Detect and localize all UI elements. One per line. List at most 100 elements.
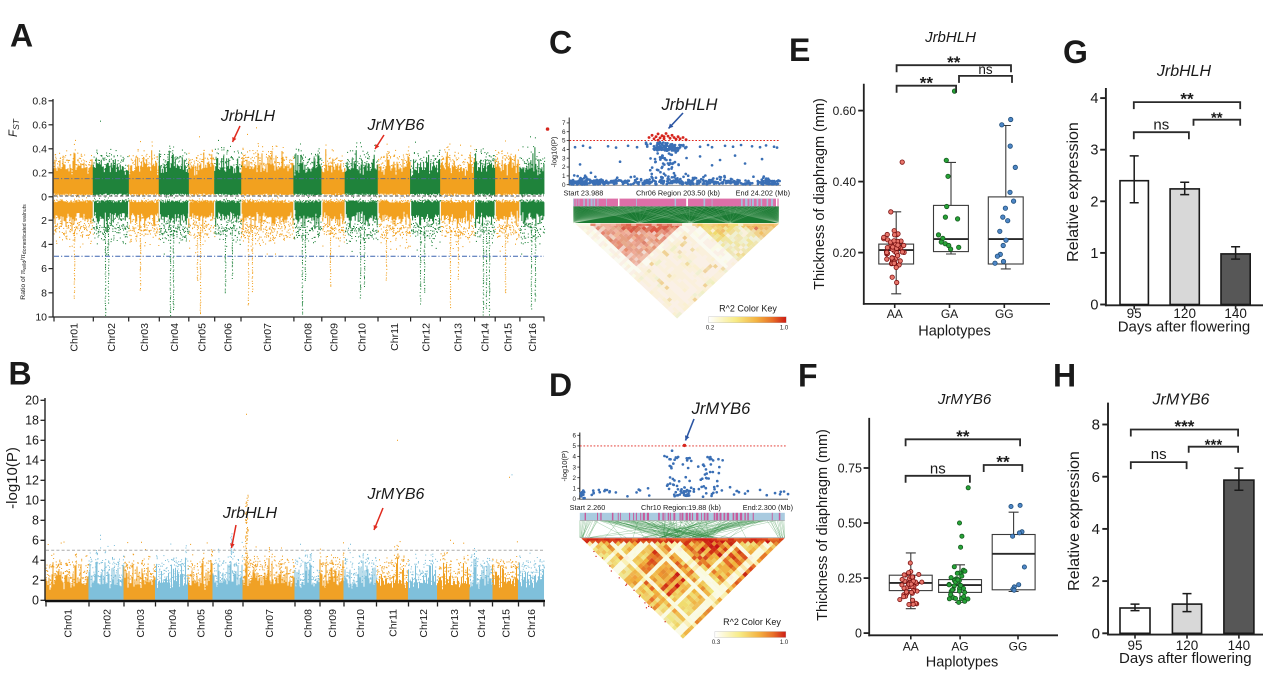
svg-text:Chr04: Chr04 xyxy=(169,323,181,352)
svg-text:H: H xyxy=(1053,358,1076,394)
svg-text:2: 2 xyxy=(572,475,576,482)
svg-text:0.2: 0.2 xyxy=(32,167,47,179)
svg-text:Chr12: Chr12 xyxy=(420,323,432,352)
svg-text:ns: ns xyxy=(1153,116,1169,133)
svg-text:-log10(P): -log10(P) xyxy=(4,447,21,509)
svg-text:Chr02: Chr02 xyxy=(102,609,114,638)
svg-text:120: 120 xyxy=(1176,638,1199,653)
svg-text:Chr01: Chr01 xyxy=(69,323,81,352)
svg-text:0.2: 0.2 xyxy=(706,326,715,332)
svg-text:Chr15: Chr15 xyxy=(502,323,514,352)
svg-text:AA: AA xyxy=(887,307,903,321)
svg-text:**: ** xyxy=(996,453,1010,472)
svg-text:C: C xyxy=(549,25,572,61)
svg-text:Days after flowering: Days after flowering xyxy=(1119,650,1252,667)
svg-text:4: 4 xyxy=(41,239,47,251)
svg-text:R^2 Color Key: R^2 Color Key xyxy=(719,304,777,314)
svg-text:1.0: 1.0 xyxy=(780,640,789,646)
svg-text:Chr05: Chr05 xyxy=(196,609,208,638)
svg-text:Chr11: Chr11 xyxy=(388,609,400,637)
svg-text:Thickness of diaphragm (mm): Thickness of diaphragm (mm) xyxy=(812,98,828,290)
svg-text:120: 120 xyxy=(1173,306,1196,321)
svg-text:0.8: 0.8 xyxy=(32,95,47,107)
svg-text:4: 4 xyxy=(1092,521,1100,538)
svg-text:End 24.202 (Mb): End 24.202 (Mb) xyxy=(736,189,790,198)
svg-text:Chr13: Chr13 xyxy=(449,609,461,638)
svg-text:95: 95 xyxy=(1127,638,1142,653)
svg-text:18: 18 xyxy=(25,414,39,428)
svg-text:Chr03: Chr03 xyxy=(139,323,151,352)
svg-text:Relative expression: Relative expression xyxy=(1066,451,1083,591)
svg-text:0.3: 0.3 xyxy=(712,640,721,646)
svg-text:6: 6 xyxy=(32,534,39,548)
svg-text:0: 0 xyxy=(562,182,566,189)
svg-text:JrbHLH: JrbHLH xyxy=(222,505,278,522)
svg-text:***: *** xyxy=(1174,417,1194,436)
svg-text:JrMYB6: JrMYB6 xyxy=(367,486,425,503)
svg-text:**: ** xyxy=(1211,109,1223,126)
svg-text:Start 2.260: Start 2.260 xyxy=(570,503,606,512)
svg-text:5: 5 xyxy=(562,138,566,145)
svg-text:6: 6 xyxy=(1092,469,1100,486)
svg-text:Chr07: Chr07 xyxy=(264,609,276,638)
svg-text:Thickness of diaphragm (mm): Thickness of diaphragm (mm) xyxy=(815,429,831,621)
svg-text:Chr09: Chr09 xyxy=(328,323,340,352)
svg-text:R^2 Color Key: R^2 Color Key xyxy=(723,617,781,627)
svg-text:2: 2 xyxy=(562,164,566,171)
svg-text:Chr04: Chr04 xyxy=(167,609,179,638)
svg-text:140: 140 xyxy=(1224,306,1247,321)
svg-text:0.40: 0.40 xyxy=(833,175,857,189)
svg-text:3: 3 xyxy=(562,155,566,162)
svg-text:Chr10 Region:19.88 (kb): Chr10 Region:19.88 (kb) xyxy=(641,503,721,512)
svg-text:2: 2 xyxy=(1092,573,1100,590)
svg-text:4: 4 xyxy=(562,147,566,154)
svg-text:End:2.300 (Mb): End:2.300 (Mb) xyxy=(743,503,793,512)
svg-text:Days after flowering: Days after flowering xyxy=(1118,319,1251,336)
svg-text:JrMYB6: JrMYB6 xyxy=(1152,392,1210,409)
svg-text:Chr06: Chr06 xyxy=(223,323,235,352)
svg-text:6: 6 xyxy=(41,263,47,275)
svg-text:F: F xyxy=(798,358,818,394)
svg-text:GA: GA xyxy=(941,307,958,321)
svg-text:1: 1 xyxy=(572,486,576,493)
svg-text:Chr14: Chr14 xyxy=(480,323,492,352)
svg-text:Relative expression: Relative expression xyxy=(1065,122,1082,262)
svg-text:0.75: 0.75 xyxy=(838,461,862,475)
svg-text:A: A xyxy=(10,18,33,54)
svg-text:JrbHLH: JrbHLH xyxy=(220,108,276,125)
svg-text:Start 23.988: Start 23.988 xyxy=(564,189,604,198)
svg-text:6: 6 xyxy=(562,129,566,136)
svg-text:10: 10 xyxy=(35,312,47,324)
svg-text:4: 4 xyxy=(32,554,39,568)
svg-text:ns: ns xyxy=(1151,446,1167,463)
svg-text:8: 8 xyxy=(41,287,47,299)
svg-text:GG: GG xyxy=(995,307,1014,321)
svg-text:JrMYB6: JrMYB6 xyxy=(367,117,425,134)
svg-text:Chr01: Chr01 xyxy=(63,609,75,638)
svg-text:**: ** xyxy=(920,73,934,92)
svg-text:7: 7 xyxy=(562,120,566,127)
svg-text:G: G xyxy=(1063,34,1088,70)
svg-text:1.0: 1.0 xyxy=(780,326,789,332)
svg-text:5: 5 xyxy=(572,443,576,450)
svg-text:Chr02: Chr02 xyxy=(106,323,118,352)
svg-text:-log10(P): -log10(P) xyxy=(560,450,569,481)
svg-text:0: 0 xyxy=(1090,298,1098,314)
svg-text:Chr16: Chr16 xyxy=(527,323,539,352)
svg-text:AA: AA xyxy=(903,640,919,654)
svg-text:0: 0 xyxy=(572,496,576,503)
svg-text:JrbHLH: JrbHLH xyxy=(1156,63,1212,80)
svg-text:JrMYB6: JrMYB6 xyxy=(937,391,992,408)
svg-text:1: 1 xyxy=(562,173,566,180)
svg-text:14: 14 xyxy=(25,454,39,468)
svg-text:0: 0 xyxy=(41,191,47,203)
svg-text:Chr09: Chr09 xyxy=(327,609,339,638)
svg-text:3: 3 xyxy=(572,464,576,471)
svg-text:Chr06: Chr06 xyxy=(223,609,235,638)
svg-text:JrbHLH: JrbHLH xyxy=(924,29,976,46)
svg-text:8: 8 xyxy=(32,514,39,528)
svg-text:Chr13: Chr13 xyxy=(452,323,464,352)
svg-text:8: 8 xyxy=(1092,417,1100,434)
svg-text:1: 1 xyxy=(1090,246,1098,262)
svg-text:0: 0 xyxy=(855,627,862,641)
